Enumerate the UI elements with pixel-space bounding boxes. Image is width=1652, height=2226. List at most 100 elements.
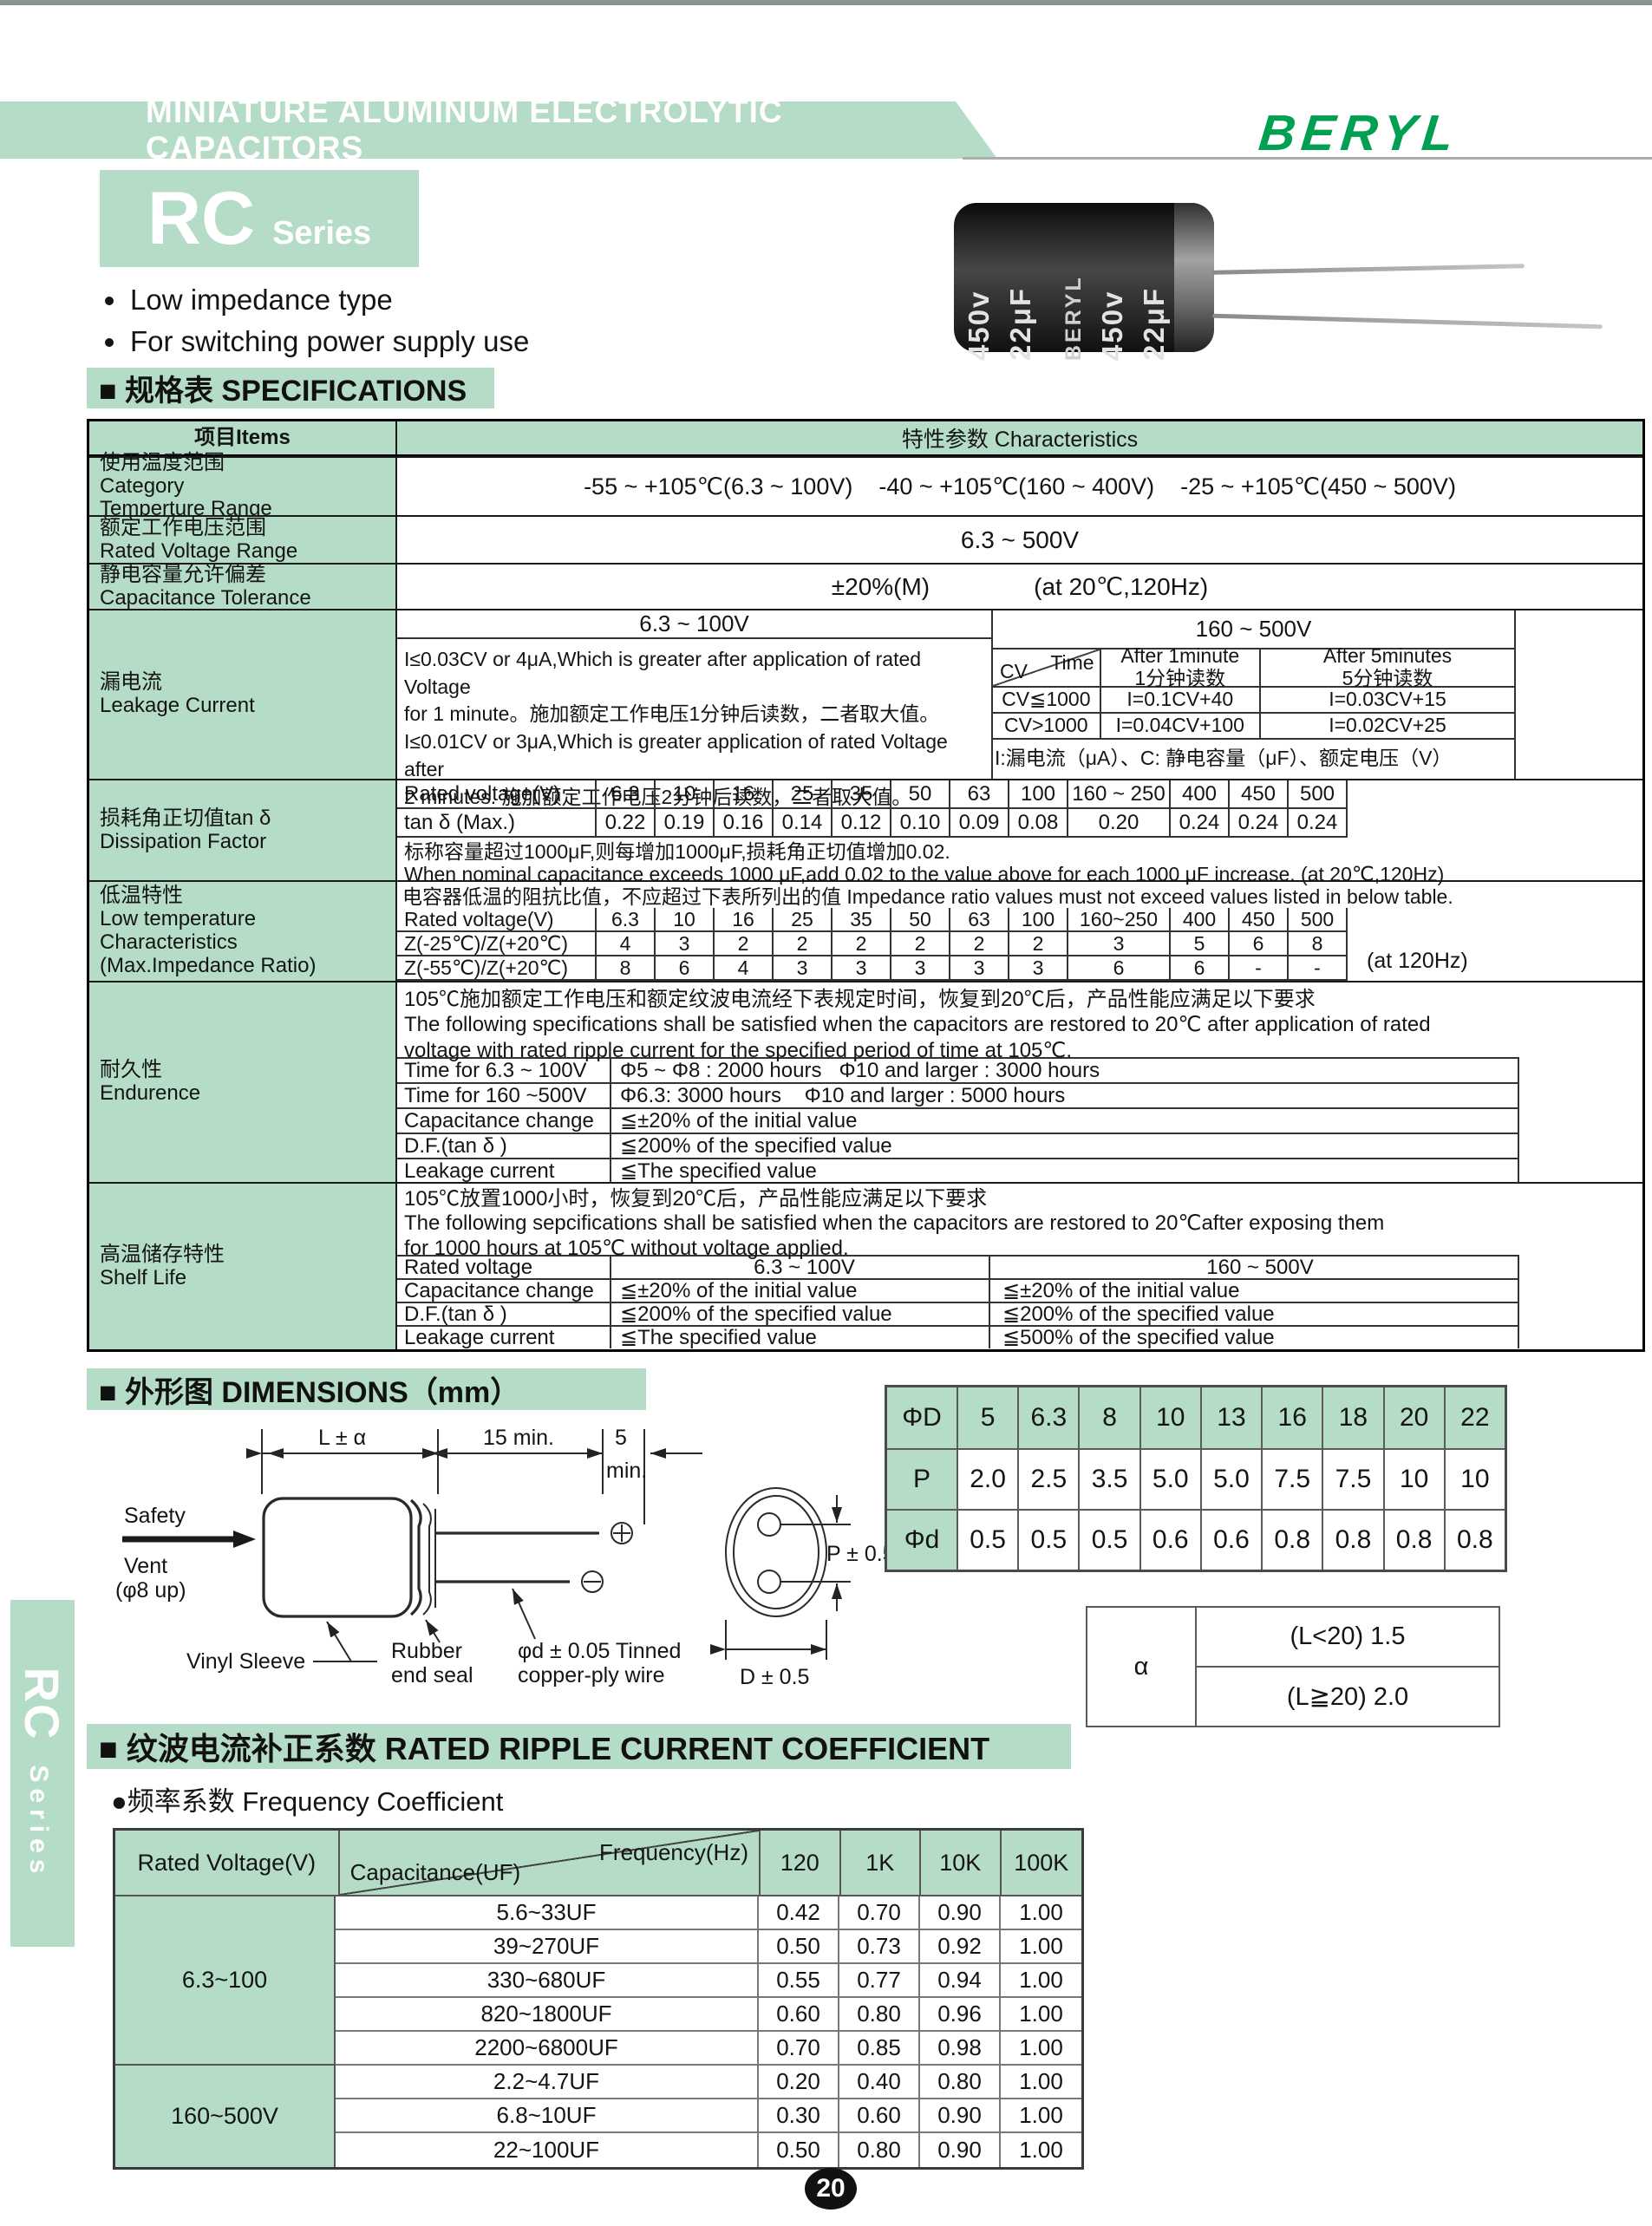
lowtemp-voltage: 63 bbox=[950, 908, 1009, 930]
df-voltage: 100 bbox=[1009, 780, 1068, 807]
coefficient: 1.00 bbox=[1019, 2001, 1063, 2027]
header-banner: MINIATURE ALUMINUM ELECTROLYTIC CAPACITO… bbox=[0, 101, 997, 159]
z55-value: - bbox=[1289, 956, 1348, 979]
z25-value: 4 bbox=[597, 932, 656, 955]
rubber-seal-label2: end seal bbox=[391, 1663, 473, 1687]
row-label-endurance: 耐久性 Endurence bbox=[89, 982, 397, 1182]
endurance-row-value: ≦200% of the specified value bbox=[620, 1134, 892, 1158]
z25-value: 2 bbox=[891, 932, 950, 955]
lowtemp-voltage: 160~250 bbox=[1068, 908, 1171, 930]
df-voltage: 35 bbox=[833, 780, 891, 807]
freq-column: 100K bbox=[1001, 1831, 1082, 1895]
coefficient: 1.00 bbox=[1019, 2068, 1063, 2094]
dim-pitch: 5.0 bbox=[1141, 1450, 1202, 1509]
row-label-low-temperature: 低温特性 Low temperature Characteristics (Ma… bbox=[89, 882, 397, 981]
coefficient: 0.85 bbox=[839, 2032, 920, 2064]
row-label-dissipation-factor: 损耗角正切值tan δ Dissipation Factor bbox=[89, 780, 397, 880]
row-label-temperature-range: 使用温度范围 Category Temperture Range bbox=[89, 451, 397, 520]
endurance-row-label: Time for 6.3 ~ 100V bbox=[397, 1059, 611, 1082]
coefficient: 0.50 bbox=[759, 1930, 839, 1962]
endurance-intro: 105℃施加额定工作电压和额定纹波电流经下表规定时间，恢复到20℃后，产品性能应… bbox=[404, 988, 1431, 1062]
coefficient: 0.60 bbox=[759, 1998, 839, 2030]
brand-logo: BERYL bbox=[1256, 105, 1462, 161]
lowtemp-voltage: 6.3 bbox=[597, 908, 656, 930]
coefficient: 0.96 bbox=[920, 1998, 1001, 2030]
z55-value: 3 bbox=[891, 956, 950, 979]
capacitor-photo: 450v 22μF BERYL 450v 22μF bbox=[954, 193, 1639, 379]
df-voltage: 50 bbox=[891, 780, 950, 807]
lowtemp-voltage: 10 bbox=[656, 908, 715, 930]
capacitance-range: 39~270UF bbox=[336, 1930, 759, 1962]
lowtemp-intro: 电容器低温的阻抗比值，不应超过下表所列出的值 Impedance ratio v… bbox=[402, 885, 1453, 908]
rated-voltage-value: 6.3 ~ 500V bbox=[960, 525, 1080, 553]
df-tan-value: 0.19 bbox=[656, 809, 715, 836]
dimension-lines: L ± α 15 min. 5 min. bbox=[246, 1426, 702, 1524]
alpha-table: α (L<20) 1.5 (L≧20) 2.0 bbox=[1086, 1606, 1500, 1727]
leakage-range-high-header: 160 ~ 500V bbox=[993, 610, 1514, 650]
leakage-spacer bbox=[1516, 610, 1642, 779]
z25-value: 5 bbox=[1171, 932, 1230, 955]
lowtemp-voltage-header: Rated voltage(V) bbox=[397, 908, 597, 930]
df-tan-value: 0.24 bbox=[1289, 809, 1348, 836]
voltage-group-high: 160~500V bbox=[115, 2066, 334, 2167]
z55-value: 3 bbox=[833, 956, 891, 979]
df-voltage: 10 bbox=[656, 780, 715, 807]
capacitance-range: 820~1800UF bbox=[336, 1998, 759, 2030]
df-voltage: 16 bbox=[715, 780, 774, 807]
coefficient: 0.98 bbox=[920, 2032, 1001, 2064]
feature-item: Low impedance type bbox=[128, 279, 529, 321]
dim-diameter: 5 bbox=[958, 1387, 1020, 1448]
coefficient: 0.42 bbox=[759, 1896, 839, 1929]
page-number: 20 bbox=[805, 2168, 857, 2210]
coefficient: 0.90 bbox=[920, 2133, 1001, 2167]
feature-item: For switching power supply use bbox=[128, 321, 529, 362]
shelf-row-label: Leakage current bbox=[397, 1326, 611, 1349]
dim-wire: 0.5 bbox=[958, 1511, 1020, 1570]
z55-value: 8 bbox=[597, 956, 656, 979]
cv-formula: I=0.04CV+100 bbox=[1101, 714, 1261, 738]
shelf-low-value: ≦The specified value bbox=[611, 1326, 990, 1349]
coefficient: 1.00 bbox=[1019, 2102, 1063, 2128]
coefficient: 0.77 bbox=[839, 1964, 920, 1996]
side-tab: RC Series bbox=[10, 1600, 75, 1947]
df-tan-value: 0.14 bbox=[774, 809, 833, 836]
dimensions-title: ■ 外形图 DIMENSIONS（mm） bbox=[87, 1368, 646, 1410]
shelf-high-value: ≦200% of the specified value bbox=[1002, 1302, 1275, 1326]
z55-value: 4 bbox=[715, 956, 774, 979]
capacitance-range: 2200~6800UF bbox=[336, 2032, 759, 2064]
z55-value: 3 bbox=[950, 956, 1009, 979]
coefficient: 0.30 bbox=[759, 2099, 839, 2131]
alpha-label: α bbox=[1087, 1608, 1197, 1726]
leakage-note: I:漏电流（μA）、C: 静电容量（μF）、额定电压（V） bbox=[995, 747, 1453, 769]
z55-value: 3 bbox=[1009, 956, 1068, 979]
dim-wire: 0.8 bbox=[1323, 1511, 1385, 1570]
frequency-coefficient-subtitle: ●频率系数 Frequency Coefficient bbox=[111, 1786, 504, 1817]
lowtemp-voltage: 50 bbox=[891, 908, 950, 930]
z25-value: 2 bbox=[1009, 932, 1068, 955]
vent-label: Vent bbox=[124, 1554, 167, 1578]
dim-diameter: 8 bbox=[1080, 1387, 1141, 1448]
df-voltage: 25 bbox=[774, 780, 833, 807]
dim-wire: 0.5 bbox=[1080, 1511, 1141, 1570]
alpha-short: (L<20) 1.5 bbox=[1197, 1608, 1499, 1668]
leakage-low-text: I≤0.03CV or 4μA,Which is greater after a… bbox=[404, 648, 948, 808]
endurance-row-label: Leakage current bbox=[397, 1159, 611, 1183]
df-voltage-header: Rated voltage(V) bbox=[397, 780, 597, 807]
lowtemp-voltage: 450 bbox=[1230, 908, 1289, 930]
freq-corner-capacitance: Capacitance(UF) bbox=[349, 1859, 521, 1885]
dim-diameter: 18 bbox=[1323, 1387, 1385, 1448]
lowtemp-voltage: 16 bbox=[715, 908, 774, 930]
df-voltage: 400 bbox=[1171, 780, 1230, 807]
dim-header-diameter: ΦD bbox=[887, 1387, 958, 1448]
shelf-row-label: Capacitance change bbox=[397, 1279, 611, 1302]
coefficient: 0.94 bbox=[920, 1964, 1001, 1996]
dim-pitch: 2.5 bbox=[1019, 1450, 1081, 1509]
dim-wire: 0.8 bbox=[1457, 1525, 1493, 1554]
dim-label-tip: 5 bbox=[615, 1426, 627, 1450]
ripple-title: ■ 纹波电流补正系数 RATED RIPPLE CURRENT COEFFICI… bbox=[87, 1724, 1071, 1769]
z25-value: 8 bbox=[1289, 932, 1348, 955]
endurance-row-label: Time for 160 ~500V bbox=[397, 1084, 611, 1107]
shelf-high-value: ≦500% of the specified value bbox=[1002, 1326, 1275, 1349]
dim-pitch: 3.5 bbox=[1080, 1450, 1141, 1509]
side-tab-series-suffix: Series bbox=[24, 1765, 53, 1880]
